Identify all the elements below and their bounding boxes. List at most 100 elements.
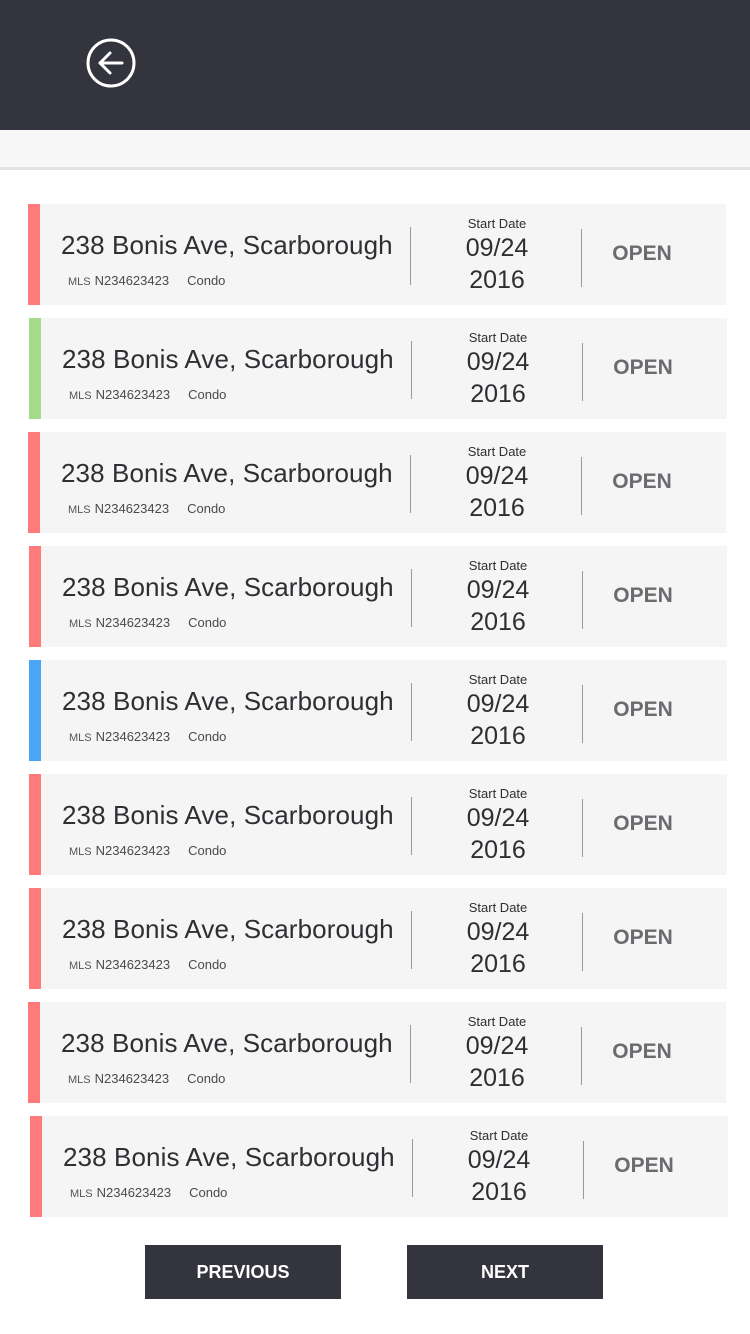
- listing-meta: MLS N234623423 Condo: [69, 729, 226, 744]
- listing-meta: MLS N234623423 Condo: [68, 273, 225, 288]
- mls-number: N234623423: [95, 729, 171, 744]
- start-date-label: Start Date: [469, 1128, 529, 1143]
- status-label: OPEN: [613, 926, 673, 949]
- start-date-year: 2016: [470, 380, 526, 408]
- start-date-year: 2016: [469, 1064, 525, 1092]
- divider: [582, 343, 583, 401]
- start-date-label: Start Date: [467, 1014, 527, 1029]
- listing-address: 238 Bonis Ave, Scarborough: [61, 230, 393, 260]
- start-date-label: Start Date: [468, 672, 528, 687]
- status-stripe: [29, 546, 41, 647]
- start-date-label: Start Date: [468, 900, 528, 915]
- divider: [582, 913, 583, 971]
- property-type: Condo: [189, 1185, 228, 1200]
- divider: [581, 1027, 582, 1085]
- start-date-label: Start Date: [468, 786, 528, 801]
- property-type: Condo: [187, 1071, 226, 1086]
- mls-number: N234623423: [95, 615, 171, 630]
- start-date-month-day: 09/24: [466, 804, 530, 832]
- status-label: OPEN: [612, 1040, 672, 1063]
- divider: [582, 799, 583, 857]
- start-date-month-day: 09/24: [466, 918, 530, 946]
- start-date: Start Date 09/24 2016: [429, 786, 567, 866]
- property-type: Condo: [187, 273, 226, 288]
- property-type: Condo: [188, 615, 227, 630]
- listing-address: 238 Bonis Ave, Scarborough: [62, 686, 394, 716]
- status-label: OPEN: [613, 812, 673, 835]
- mls-number: N234623423: [95, 843, 171, 858]
- start-date-month-day: 09/24: [467, 1146, 531, 1174]
- listing-card[interactable]: 238 Bonis Ave, Scarborough MLS N234623423 C…: [29, 318, 727, 419]
- sub-toolbar: [0, 130, 750, 170]
- mls-number: N234623423: [95, 957, 171, 972]
- start-date: Start Date 09/24 2016: [430, 1128, 568, 1208]
- status-label: OPEN: [614, 1154, 674, 1177]
- property-type: Condo: [187, 501, 226, 516]
- divider: [410, 1025, 411, 1083]
- start-date-month-day: 09/24: [465, 462, 529, 490]
- divider: [582, 685, 583, 743]
- mls-label: MLS: [68, 504, 91, 516]
- start-date: Start Date 09/24 2016: [429, 558, 567, 638]
- listing-meta: MLS N234623423 Condo: [68, 501, 225, 516]
- status-stripe: [28, 1002, 40, 1103]
- start-date-label: Start Date: [467, 216, 527, 231]
- start-date-month-day: 09/24: [466, 348, 530, 376]
- mls-label: MLS: [69, 618, 92, 630]
- next-button[interactable]: NEXT: [407, 1245, 603, 1299]
- start-date-year: 2016: [470, 608, 526, 636]
- status-label: OPEN: [613, 356, 673, 379]
- divider: [583, 1141, 584, 1199]
- status-stripe: [29, 660, 41, 761]
- status-label: OPEN: [613, 698, 673, 721]
- divider: [410, 455, 411, 513]
- listing-card[interactable]: 238 Bonis Ave, Scarborough MLS N234623423 C…: [29, 774, 727, 875]
- listing-card[interactable]: 238 Bonis Ave, Scarborough MLS N234623423 C…: [28, 204, 726, 305]
- mls-number: N234623423: [94, 273, 170, 288]
- status-stripe: [28, 432, 40, 533]
- start-date-year: 2016: [469, 266, 525, 294]
- listing-meta: MLS N234623423 Condo: [69, 615, 226, 630]
- listing-card[interactable]: 238 Bonis Ave, Scarborough MLS N234623423 C…: [30, 1116, 728, 1217]
- mls-number: N234623423: [96, 1185, 172, 1200]
- listing-meta: MLS N234623423 Condo: [69, 957, 226, 972]
- listing-meta: MLS N234623423 Condo: [68, 1071, 225, 1086]
- back-button[interactable]: [86, 38, 136, 88]
- mls-label: MLS: [68, 1074, 91, 1086]
- property-type: Condo: [188, 729, 227, 744]
- previous-button[interactable]: PREVIOUS: [145, 1245, 341, 1299]
- listing-meta: MLS N234623423 Condo: [69, 387, 226, 402]
- listing-address: 238 Bonis Ave, Scarborough: [62, 914, 394, 944]
- listing-card[interactable]: 238 Bonis Ave, Scarborough MLS N234623423 C…: [29, 546, 727, 647]
- mls-label: MLS: [69, 960, 92, 972]
- property-type: Condo: [188, 387, 227, 402]
- listing-address: 238 Bonis Ave, Scarborough: [62, 344, 394, 374]
- divider: [411, 911, 412, 969]
- start-date-label: Start Date: [468, 330, 528, 345]
- arrow-left-circle-icon: [86, 38, 136, 88]
- listing-card[interactable]: 238 Bonis Ave, Scarborough MLS N234623423 C…: [28, 432, 726, 533]
- status-stripe: [29, 774, 41, 875]
- status-stripe: [29, 318, 41, 419]
- start-date-label: Start Date: [467, 444, 527, 459]
- status-stripe: [28, 204, 40, 305]
- status-stripe: [29, 888, 41, 989]
- listing-card[interactable]: 238 Bonis Ave, Scarborough MLS N234623423 C…: [29, 660, 727, 761]
- status-stripe: [30, 1116, 42, 1217]
- start-date-year: 2016: [470, 722, 526, 750]
- mls-number: N234623423: [94, 1071, 170, 1086]
- start-date-year: 2016: [470, 950, 526, 978]
- divider: [411, 569, 412, 627]
- divider: [581, 229, 582, 287]
- divider: [412, 1139, 413, 1197]
- status-label: OPEN: [613, 584, 673, 607]
- property-type: Condo: [188, 843, 227, 858]
- mls-label: MLS: [69, 390, 92, 402]
- start-date-label: Start Date: [468, 558, 528, 573]
- listing-address: 238 Bonis Ave, Scarborough: [63, 1142, 395, 1172]
- mls-label: MLS: [69, 732, 92, 744]
- listing-card[interactable]: 238 Bonis Ave, Scarborough MLS N234623423 C…: [28, 1002, 726, 1103]
- start-date: Start Date 09/24 2016: [429, 900, 567, 980]
- listing-card[interactable]: 238 Bonis Ave, Scarborough MLS N234623423 C…: [29, 888, 727, 989]
- start-date-month-day: 09/24: [466, 576, 530, 604]
